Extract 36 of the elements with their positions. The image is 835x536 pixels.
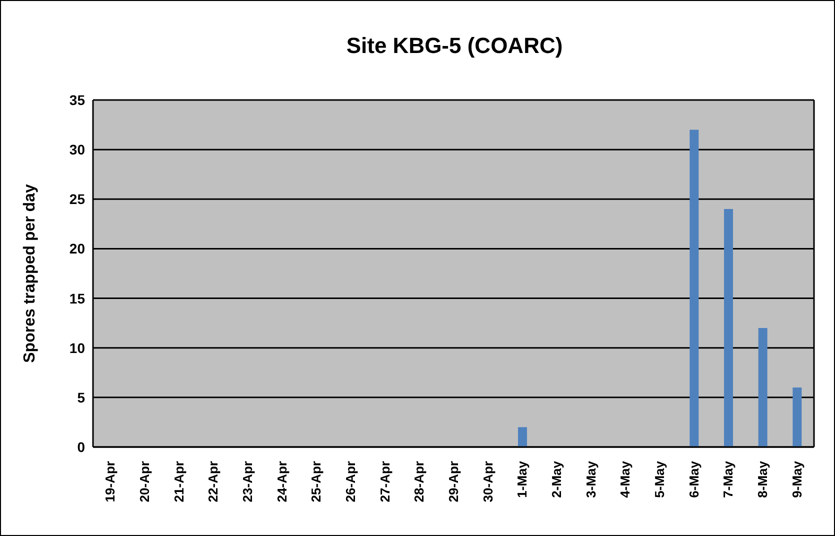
x-tick-label: 27-Apr bbox=[377, 461, 392, 502]
x-tick-label: 23-Apr bbox=[240, 461, 255, 502]
y-tick-label: 5 bbox=[77, 389, 86, 406]
x-tick-label: 25-Apr bbox=[308, 461, 324, 502]
bar bbox=[792, 388, 802, 447]
x-tick-label: 29-Apr bbox=[446, 461, 461, 502]
x-tick-label: 30-Apr bbox=[480, 461, 496, 502]
y-tick-label: 0 bbox=[77, 438, 86, 455]
x-tick-label: 4-May bbox=[618, 460, 633, 498]
bar bbox=[690, 130, 699, 447]
x-tick-label: 2-May bbox=[549, 460, 564, 498]
x-tick-label: 20-Apr bbox=[137, 461, 152, 502]
x-tick-label: 1-May bbox=[514, 460, 530, 498]
y-tick-label: 30 bbox=[69, 142, 86, 158]
y-tick-label: 15 bbox=[69, 290, 86, 306]
x-tick-label: 28-Apr bbox=[412, 461, 427, 502]
x-tick-label: 24-Apr bbox=[274, 461, 290, 502]
bar bbox=[518, 427, 527, 447]
bar bbox=[758, 328, 768, 447]
x-tick-label: 19-Apr bbox=[102, 461, 118, 502]
x-tick-label: 6-May bbox=[686, 460, 702, 498]
x-tick-label: 7-May bbox=[720, 460, 736, 498]
x-tick-label: 21-Apr bbox=[171, 461, 186, 502]
y-tick-label: 25 bbox=[69, 191, 86, 208]
y-axis-title: Spores trapped per day bbox=[22, 184, 39, 363]
y-tick-label: 20 bbox=[69, 240, 86, 257]
x-tick-label: 9-May bbox=[789, 460, 804, 498]
x-tick-label: 22-Apr bbox=[206, 461, 221, 502]
y-tick-label: 35 bbox=[69, 92, 86, 108]
x-tick-label: 3-May bbox=[583, 460, 598, 498]
x-tick-label: 8-May bbox=[755, 460, 770, 498]
y-tick-label: 10 bbox=[69, 340, 86, 356]
chart-title: Site KBG-5 (COARC) bbox=[345, 33, 564, 59]
x-tick-label: 26-Apr bbox=[343, 461, 358, 502]
bar bbox=[724, 209, 733, 447]
x-tick-label: 5-May bbox=[652, 460, 667, 498]
